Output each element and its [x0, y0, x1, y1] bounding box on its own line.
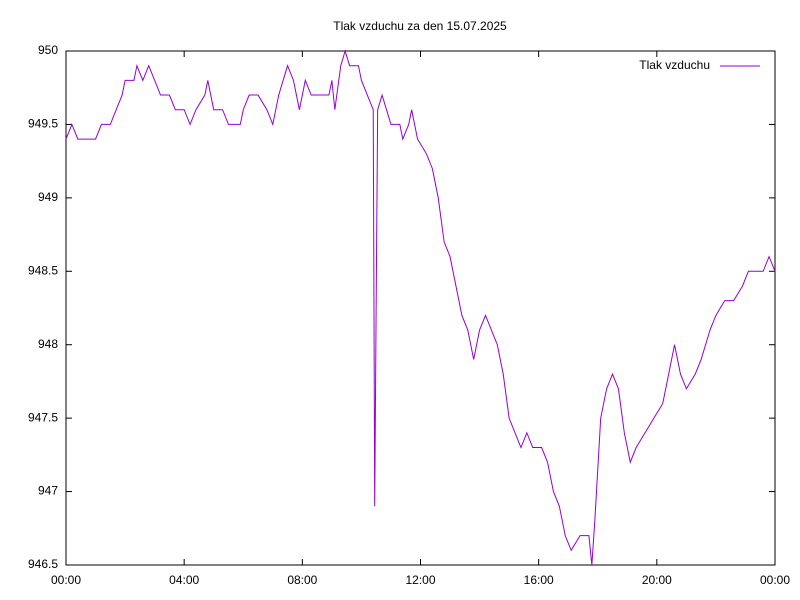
y-tick-label: 947.5 — [28, 410, 58, 424]
x-tick-label: 08:00 — [287, 573, 317, 587]
x-tick-label: 12:00 — [405, 573, 435, 587]
x-tick-label: 16:00 — [524, 573, 554, 587]
x-tick-label: 00:00 — [51, 573, 81, 587]
x-tick-label: 00:00 — [760, 573, 790, 587]
y-tick-label: 947 — [38, 484, 58, 498]
y-tick-label: 946.5 — [28, 557, 58, 571]
legend-label: Tlak vzduchu — [639, 58, 710, 72]
chart-title: Tlak vzduchu za den 15.07.2025 — [333, 19, 507, 33]
y-tick-label: 949.5 — [28, 117, 58, 131]
y-tick-label: 948 — [38, 337, 58, 351]
y-tick-label: 950 — [38, 43, 58, 57]
y-tick-label: 948.5 — [28, 263, 58, 277]
data-line — [65, 49, 776, 566]
y-tick-label: 949 — [38, 190, 58, 204]
x-tick-label: 04:00 — [169, 573, 199, 587]
x-tick-label: 20:00 — [642, 573, 672, 587]
